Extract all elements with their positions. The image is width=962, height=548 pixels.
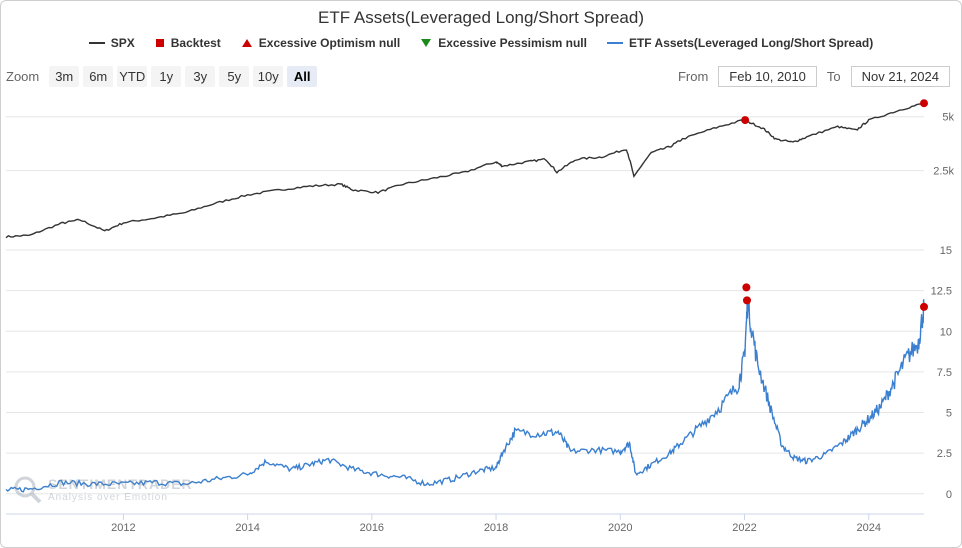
date-range: From Feb 10, 2010 To Nov 21, 2024 bbox=[678, 66, 950, 87]
legend-item-excessive-optimism[interactable]: Excessive Optimism null bbox=[241, 36, 400, 50]
x-tick-label: 2024 bbox=[856, 522, 880, 534]
to-date-input[interactable]: Nov 21, 2024 bbox=[850, 66, 950, 87]
legend-item-backtest[interactable]: Backtest bbox=[155, 36, 221, 50]
legend-label-etf-assets: ETF Assets(Leveraged Long/Short Spread) bbox=[628, 36, 874, 50]
chart-title: ETF Assets(Leveraged Long/Short Spread) bbox=[317, 8, 644, 27]
spx-backtest-marker bbox=[920, 99, 928, 108]
legend-label-backtest: Backtest bbox=[170, 36, 221, 50]
legend-triangle-up-icon bbox=[241, 39, 252, 47]
watermark: SENTIMENTRADER Analysis over Emotion bbox=[12, 474, 193, 504]
legend-label-excessive-pessimism: Excessive Pessimism null bbox=[438, 36, 587, 50]
x-tick-label: 2014 bbox=[235, 522, 259, 534]
etf-y-tick-label: 12.5 bbox=[931, 286, 952, 298]
etf-y-tick-label: 2.5 bbox=[937, 448, 952, 460]
etf-backtest-marker bbox=[742, 296, 751, 305]
legend: SPX Backtest Excessive Optimism null Exc… bbox=[0, 36, 962, 50]
to-label: To bbox=[826, 69, 841, 84]
spx-series-line bbox=[5, 102, 925, 239]
from-date-input[interactable]: Feb 10, 2010 bbox=[718, 66, 817, 87]
magnifier-logo-icon bbox=[14, 476, 42, 504]
watermark-line1: SENTIMENTRADER bbox=[48, 475, 193, 492]
legend-square-icon bbox=[155, 39, 164, 47]
zoom-button-5y[interactable]: 5y bbox=[219, 66, 250, 87]
x-tick-label: 2022 bbox=[732, 522, 756, 534]
legend-item-excessive-pessimism[interactable]: Excessive Pessimism null bbox=[420, 36, 587, 50]
zoom-button-1y[interactable]: 1y bbox=[151, 66, 182, 87]
from-label: From bbox=[677, 69, 709, 84]
etf-y-tick-label: 7.5 bbox=[937, 367, 952, 379]
zoom-button-10y[interactable]: 10y bbox=[253, 66, 284, 87]
legend-triangle-down-icon bbox=[421, 39, 432, 47]
spx-backtest-marker bbox=[741, 116, 750, 125]
zoom-label: Zoom bbox=[6, 69, 40, 84]
zoom-button-all[interactable]: All bbox=[287, 66, 318, 87]
x-tick-label: 2016 bbox=[360, 522, 384, 534]
x-tick-label: 2012 bbox=[111, 522, 135, 534]
zoom-button-6m[interactable]: 6m bbox=[83, 66, 114, 87]
watermark-line2: Analysis over Emotion bbox=[48, 491, 168, 503]
etf-y-tick-label: 10 bbox=[940, 326, 952, 338]
etf-y-tick-label: 0 bbox=[946, 489, 952, 501]
x-tick-label: 2018 bbox=[484, 522, 508, 534]
etf-series-line bbox=[5, 297, 925, 493]
spx-y-tick-label: 5k bbox=[942, 112, 954, 124]
etf-backtest-marker bbox=[742, 283, 751, 292]
zoom-button-ytd[interactable]: YTD bbox=[117, 66, 148, 87]
legend-label-spx: SPX bbox=[110, 36, 135, 50]
spx-y-tick-label: 2.5k bbox=[933, 166, 954, 178]
legend-item-spx[interactable]: SPX bbox=[88, 36, 135, 50]
zoom-bar: Zoom 3m 6m YTD 1y 3y 5y 10y All bbox=[6, 66, 318, 87]
x-tick-label: 2020 bbox=[608, 522, 632, 534]
legend-label-excessive-optimism: Excessive Optimism null bbox=[258, 36, 401, 50]
etf-y-tick-label: 5 bbox=[946, 408, 952, 420]
zoom-button-3m[interactable]: 3m bbox=[49, 66, 80, 87]
legend-item-etf-assets[interactable]: ETF Assets(Leveraged Long/Short Spread) bbox=[606, 36, 874, 50]
etf-y-tick-label: 15 bbox=[940, 245, 952, 257]
zoom-button-3y[interactable]: 3y bbox=[185, 66, 216, 87]
legend-line-icon bbox=[606, 42, 623, 44]
legend-line-icon bbox=[88, 42, 105, 44]
etf-backtest-marker bbox=[920, 302, 928, 311]
